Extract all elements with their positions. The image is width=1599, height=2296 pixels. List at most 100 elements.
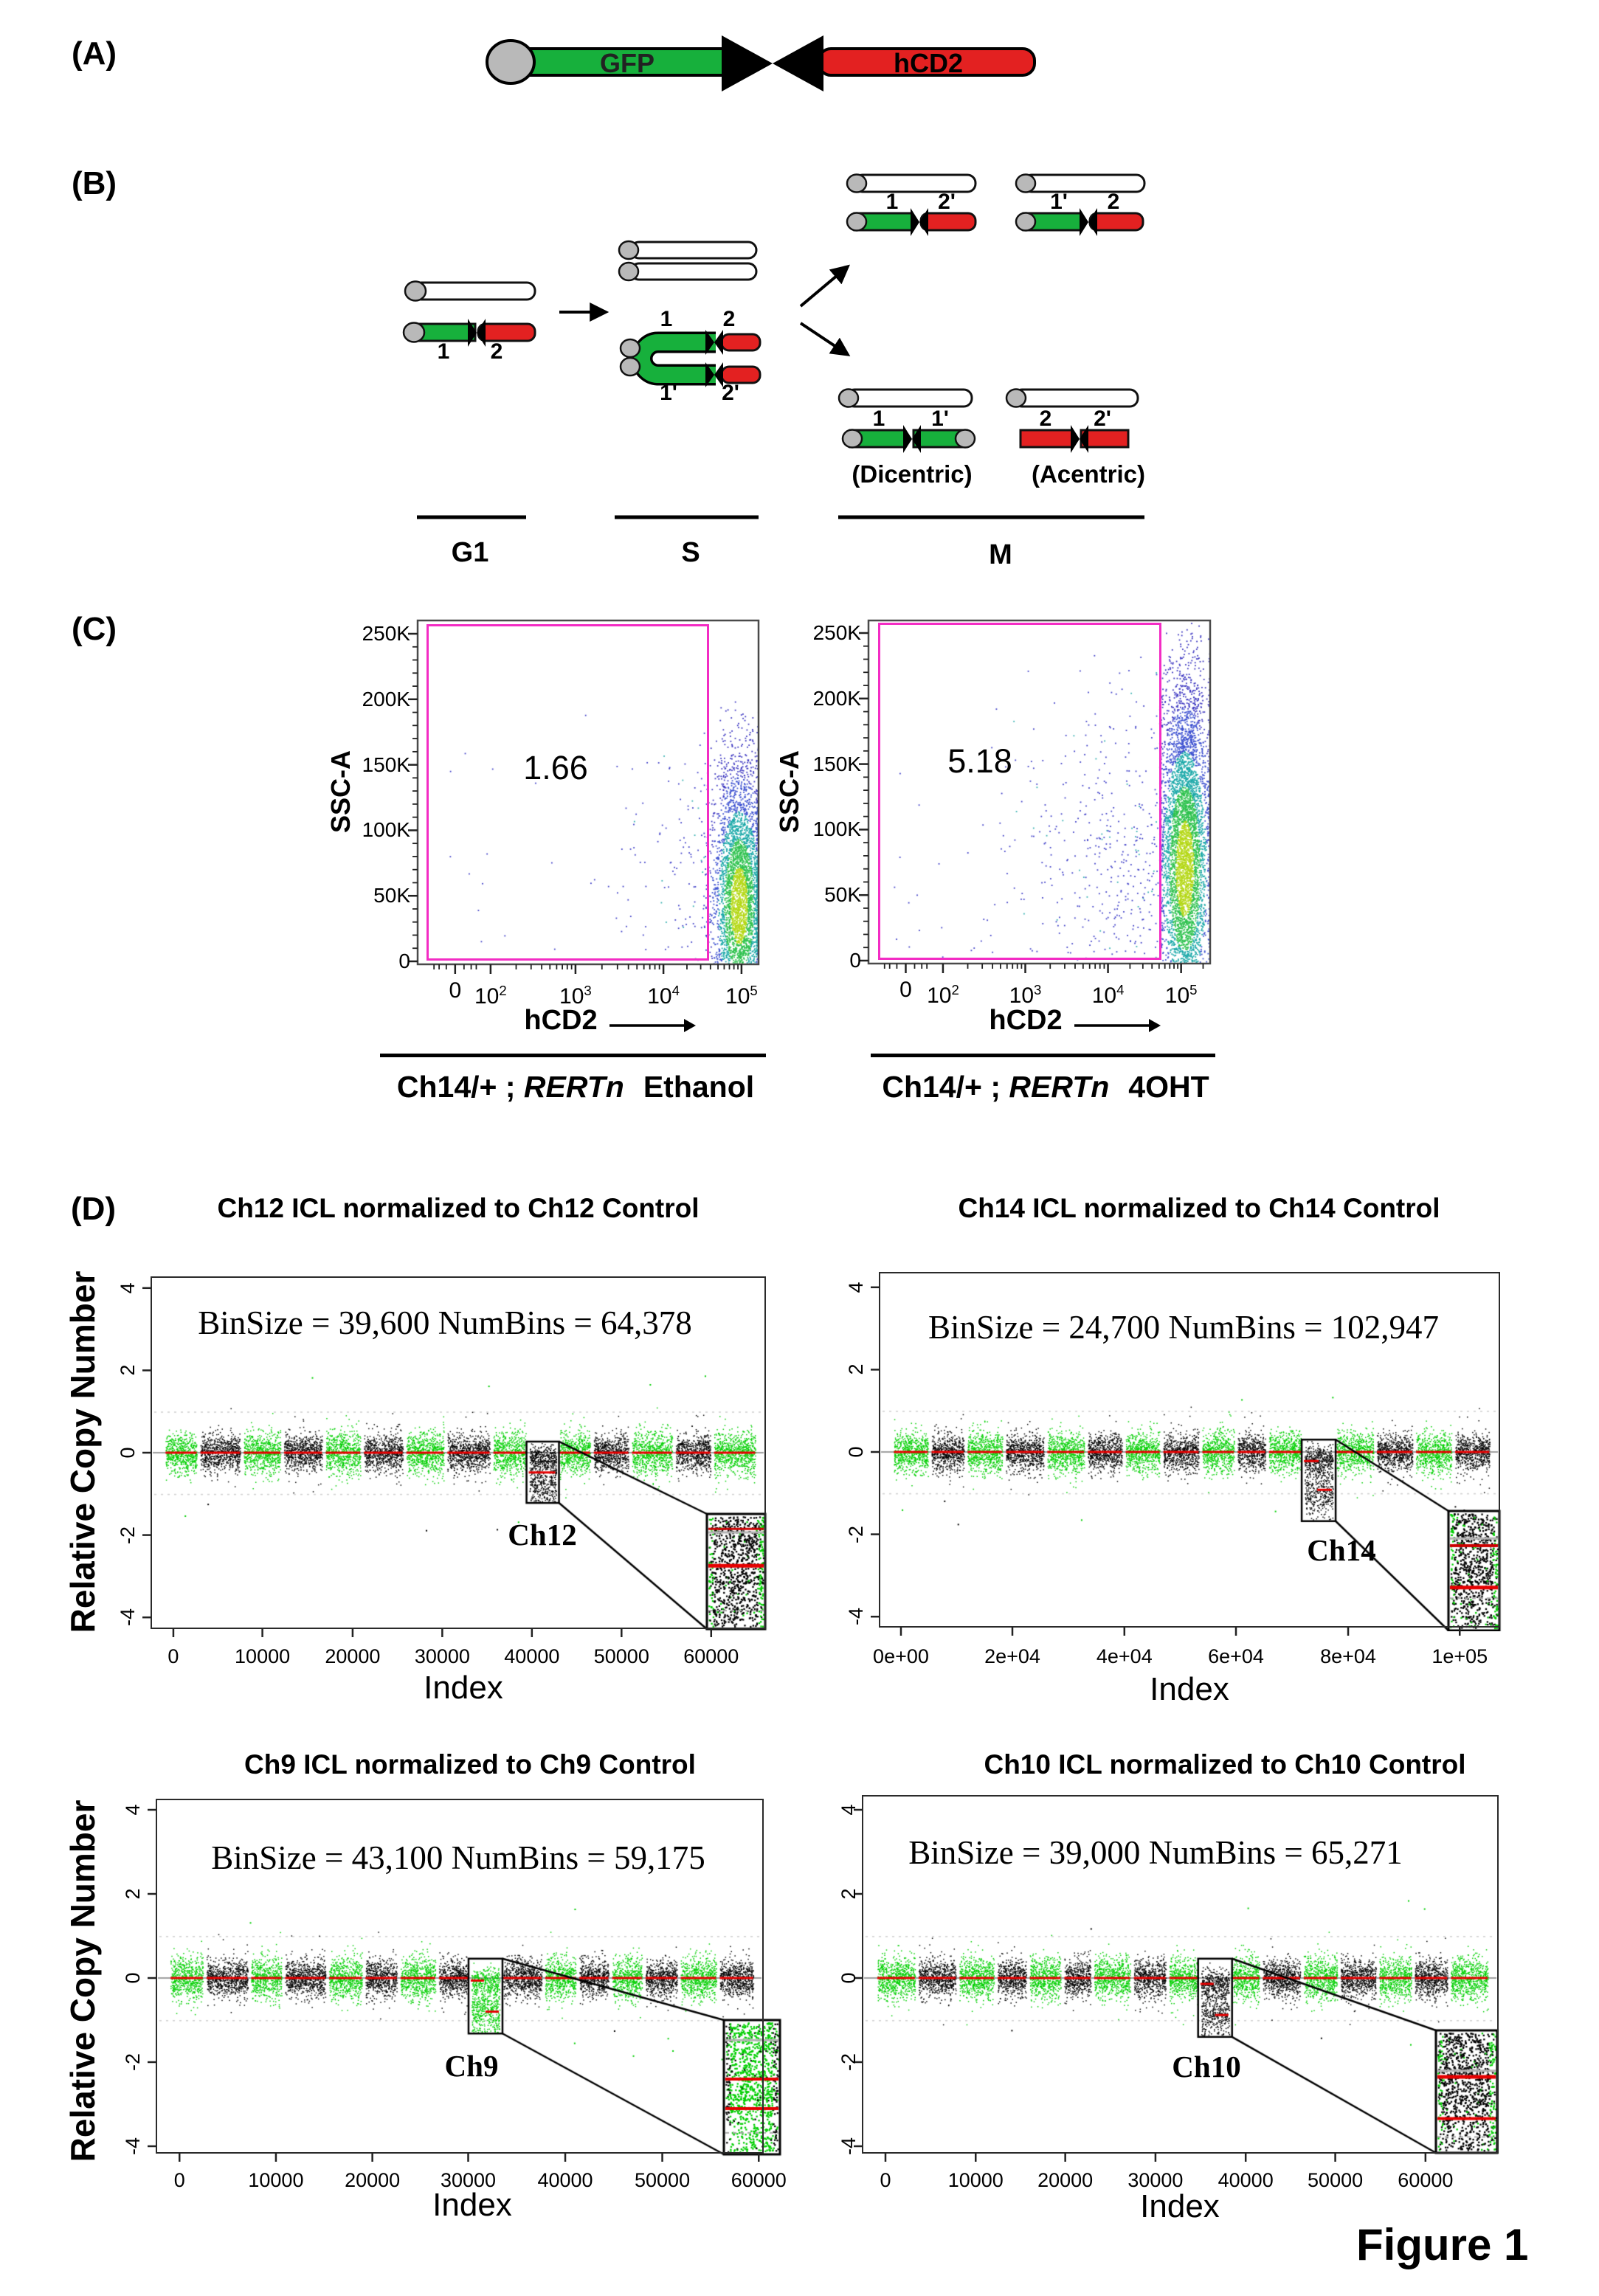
panel-c-label: (C)	[72, 611, 117, 647]
cnv-binsize-annotation: BinSize = 43,100 NumBins = 59,175	[211, 1839, 705, 1876]
centromere-icon	[1015, 173, 1037, 193]
m-acentric-pair: 2 2' (Acentric)	[1005, 388, 1145, 488]
cnv-scatter-canvas-2	[155, 1798, 791, 2157]
cnv-xtick-label: 30000	[1127, 2169, 1184, 2191]
acentric-caption: (Acentric)	[1032, 460, 1145, 488]
centromere-icon	[618, 240, 640, 260]
y-axis-label-ssc: SSC-A	[774, 750, 804, 834]
label-2: 2	[1108, 190, 1120, 214]
y-axis-label-ssc: SSC-A	[325, 750, 356, 834]
caption-genotype: Ch14/+ ;	[882, 1070, 1009, 1104]
cnv-axes-1	[871, 1272, 1500, 1636]
cnv-xtick-label: 0	[173, 2169, 185, 2191]
flow-ytick-label: 250K	[812, 621, 861, 644]
cnv-xtick-label: 30000	[414, 1645, 470, 1667]
cnv-binsize-annotation: BinSize = 39,000 NumBins = 65,271	[908, 1834, 1403, 1871]
loxp-triangle-left-icon	[722, 35, 773, 91]
caption-underline	[871, 1054, 1215, 1057]
flow-gate	[426, 624, 709, 961]
flow-axes-0	[408, 619, 760, 974]
cnv-plot-title: Ch10 ICL normalized to Ch10 Control	[984, 1749, 1466, 1780]
flow-gate	[878, 623, 1161, 960]
cnv-xtick-label: 0	[880, 2169, 891, 2191]
gfp-label: GFP	[600, 48, 655, 78]
flow-xtick-label: 103	[1009, 982, 1042, 1008]
cnv-ytick-label: 2	[117, 1364, 139, 1376]
cnv-ytick-label: -4	[122, 2137, 144, 2156]
flow-xtick-label: 102	[474, 983, 507, 1009]
loxp-icon	[468, 319, 477, 347]
flow-ytick-label: 150K	[362, 753, 410, 776]
cnv-ytick-label: -4	[845, 1608, 867, 1626]
cnv-ytick-label: 0	[122, 1972, 144, 1984]
m-daughter-2: 1' 2	[1015, 173, 1146, 236]
caption-rertn: RERTn	[523, 1070, 624, 1104]
centromere-icon	[1005, 388, 1027, 408]
panel-d-label: (D)	[71, 1191, 117, 1227]
flow-xtick-label: 103	[559, 983, 592, 1009]
cnv-xtick-label: 40000	[1218, 2169, 1274, 2191]
chromatid-label-2: 2	[723, 307, 736, 331]
cnv-chromosome-label: Ch9	[444, 2049, 499, 2083]
label-1: 1	[886, 190, 899, 214]
cnv-ytick-label: -4	[117, 1608, 139, 1627]
cnv-x-axis-label: Index	[1140, 2188, 1220, 2224]
x-axis-label-hcd2: hCD2	[989, 1005, 1063, 1036]
flow-axes-1	[859, 619, 1212, 973]
cnv-xtick-label: 2e+04	[984, 1645, 1040, 1667]
cnv-xtick-label: 20000	[345, 2169, 401, 2191]
flow-xtick-label: 0	[449, 978, 462, 1003]
m-dicentric-pair: 1 1' (Dicentric)	[838, 388, 976, 488]
cnv-xtick-label: 6e+04	[1208, 1645, 1264, 1667]
label-2: 2	[1040, 407, 1052, 431]
centromere-icon	[846, 173, 868, 193]
cnv-y-axis-label: Relative Copy Number	[63, 1799, 102, 2162]
caption-underline	[380, 1054, 766, 1057]
label-2p: 2'	[938, 190, 956, 214]
cnv-ytick-label: 0	[117, 1447, 139, 1459]
flow-xtick-label: 104	[647, 983, 680, 1009]
loxp-icon	[714, 330, 723, 355]
flow-caption: Ch14/+ ; RERTn Ethanol	[363, 1070, 788, 1104]
flow-ytick-label: 200K	[362, 687, 410, 710]
centromere-icon	[619, 356, 641, 377]
cnv-scatter-canvas-1	[878, 1271, 1527, 1631]
cnv-ytick-label: 4	[838, 1804, 860, 1816]
arrow-s-to-m-top-icon	[799, 264, 850, 308]
chromatid-label-2p: 2'	[722, 381, 739, 405]
hcd2-arrow-icon	[609, 1019, 696, 1032]
phase-m-label: M	[989, 539, 1012, 570]
flow-ytick-label: 50K	[373, 884, 410, 907]
cnv-xtick-label: 20000	[1037, 2169, 1094, 2191]
cnv-chromosome-label: Ch10	[1172, 2050, 1241, 2084]
cnv-xtick-label: 50000	[635, 2169, 691, 2191]
centromere-icon	[846, 212, 868, 232]
allele-label-2: 2	[491, 339, 503, 364]
cnv-ytick-label: -2	[838, 2053, 860, 2072]
loxp-icon	[919, 208, 928, 236]
cnv-x-axis-label: Index	[1150, 1671, 1229, 1707]
caption-treatment: 4OHT	[1128, 1070, 1209, 1104]
cnv-plot-title: Ch9 ICL normalized to Ch9 Control	[244, 1749, 696, 1780]
cnv-axes-0	[142, 1276, 766, 1637]
cnv-xtick-label: 0	[168, 1645, 179, 1667]
loxp-icon	[714, 362, 723, 387]
cnv-ytick-label: 4	[845, 1282, 867, 1293]
flow-ytick-label: 0	[849, 949, 861, 972]
chromatid-label-1p: 1'	[660, 381, 677, 405]
cnv-xtick-label: 20000	[325, 1645, 381, 1667]
phase-s-label: S	[681, 537, 700, 568]
centromere-icon	[954, 429, 976, 449]
centromere-icon	[1015, 212, 1037, 232]
cnv-binsize-annotation: BinSize = 24,700 NumBins = 102,947	[928, 1309, 1440, 1346]
flow-ytick-label: 200K	[812, 686, 861, 710]
label-1p: 1'	[1050, 190, 1068, 214]
cnv-chromosome-label: Ch12	[508, 1518, 577, 1552]
m-daughter-1: 1 2'	[846, 173, 977, 236]
cnv-xtick-label: 50000	[1308, 2169, 1364, 2191]
panel-b-label: (B)	[72, 165, 117, 201]
flow-ytick-label: 50K	[824, 883, 861, 907]
cnv-ytick-label: -2	[845, 1525, 867, 1543]
cnv-scatter-canvas-3	[861, 1794, 1526, 2157]
loxp-icon	[903, 425, 912, 453]
